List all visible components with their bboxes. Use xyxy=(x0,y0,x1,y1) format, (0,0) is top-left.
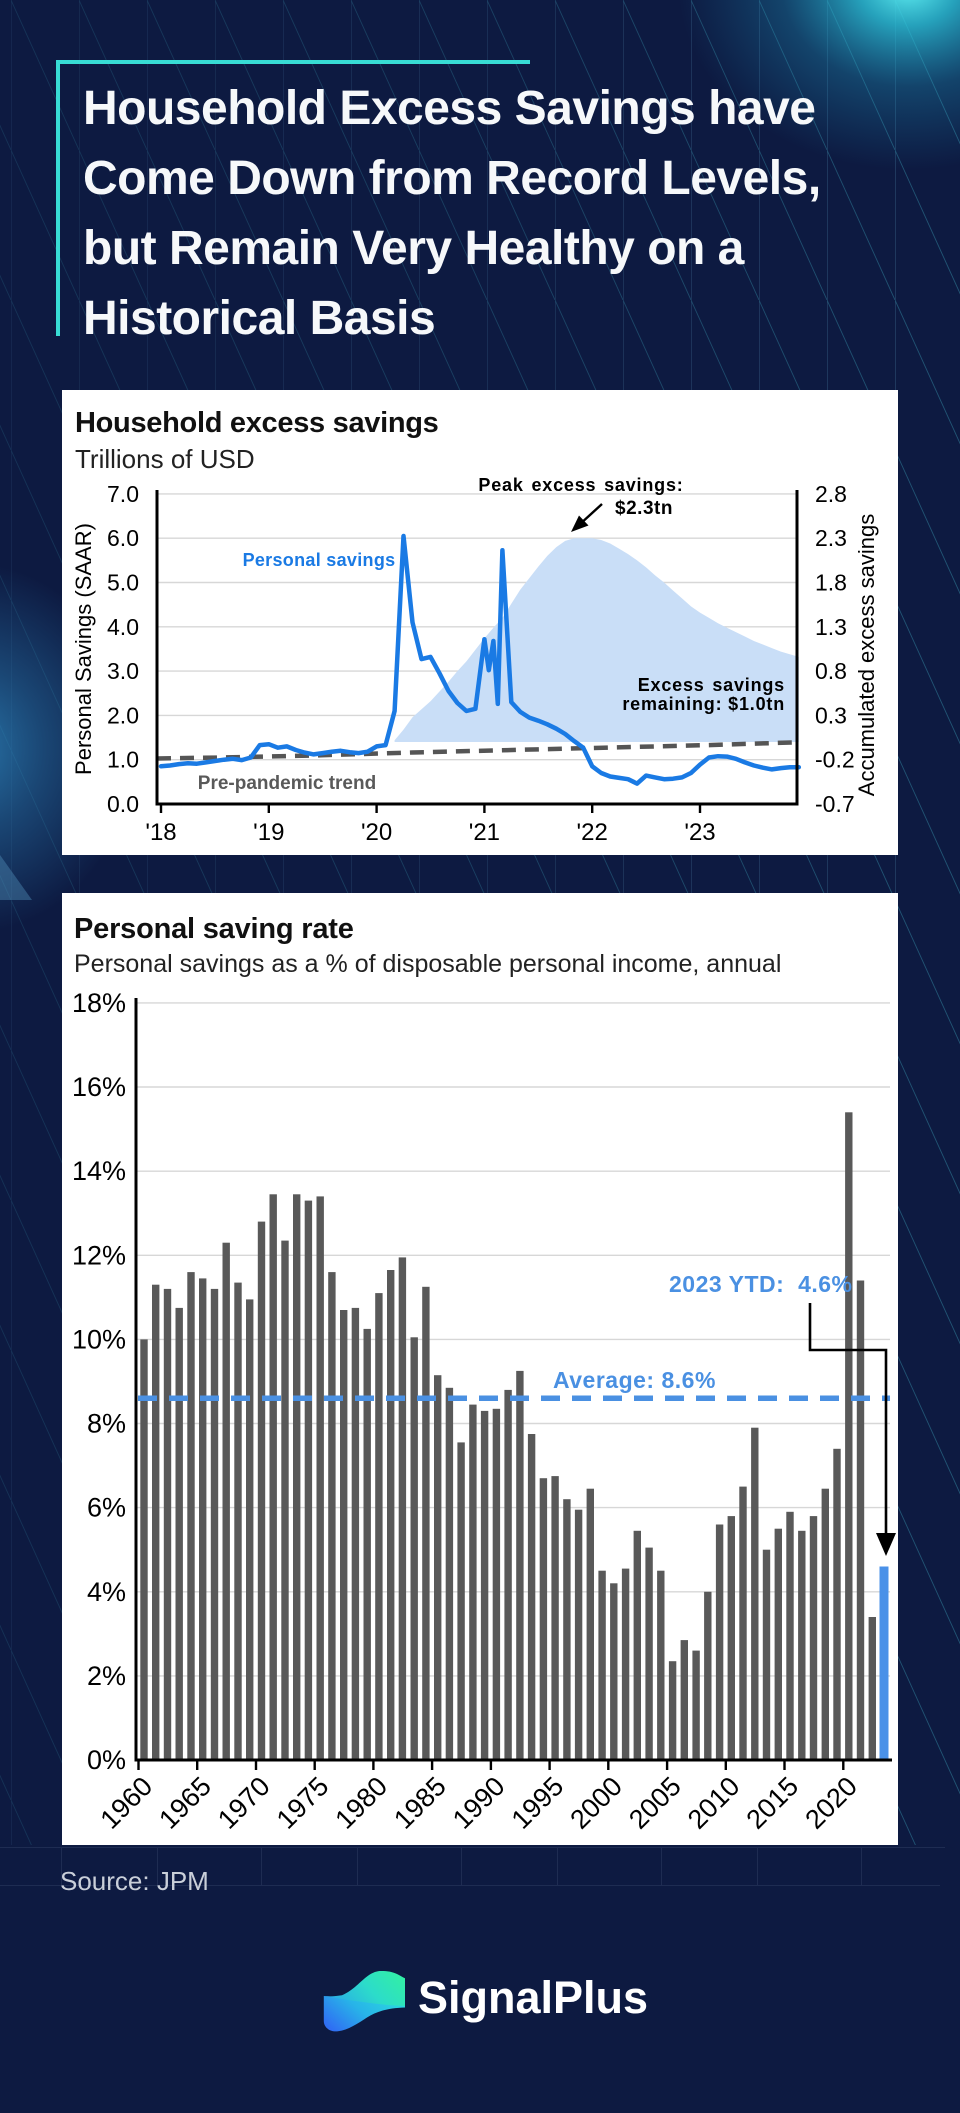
svg-text:14%: 14% xyxy=(72,1156,126,1186)
svg-text:1.8: 1.8 xyxy=(815,570,847,596)
svg-text:6.0: 6.0 xyxy=(107,525,139,551)
svg-text:2023 YTD: 4.6%: 2023 YTD: 4.6% xyxy=(669,1271,853,1297)
svg-text:2020: 2020 xyxy=(799,1771,863,1835)
svg-text:Trillions of USD: Trillions of USD xyxy=(75,444,255,474)
svg-text:1960: 1960 xyxy=(95,1771,159,1835)
svg-text:Personal savings: Personal savings xyxy=(243,550,396,570)
svg-text:10%: 10% xyxy=(72,1324,126,1354)
svg-text:'19: '19 xyxy=(253,819,284,846)
svg-text:1.3: 1.3 xyxy=(815,614,847,640)
svg-text:3.0: 3.0 xyxy=(107,658,139,684)
svg-text:Personal saving rate: Personal saving rate xyxy=(74,913,354,945)
svg-text:-0.7: -0.7 xyxy=(815,791,855,817)
svg-text:remaining: $1.0tn: remaining: $1.0tn xyxy=(622,694,785,714)
svg-text:1980: 1980 xyxy=(329,1771,393,1835)
svg-text:'21: '21 xyxy=(469,819,500,846)
svg-text:18%: 18% xyxy=(72,988,126,1018)
svg-text:Personal Savings (SAAR): Personal Savings (SAAR) xyxy=(71,523,96,775)
svg-text:4.0: 4.0 xyxy=(107,614,139,640)
svg-text:4%: 4% xyxy=(87,1577,126,1607)
svg-text:1970: 1970 xyxy=(212,1771,276,1835)
svg-text:7.0: 7.0 xyxy=(107,481,139,507)
svg-text:0.3: 0.3 xyxy=(815,702,847,728)
svg-text:6%: 6% xyxy=(87,1493,126,1523)
svg-text:2.3: 2.3 xyxy=(815,525,847,551)
svg-text:-0.2: -0.2 xyxy=(815,747,855,773)
svg-text:2.0: 2.0 xyxy=(107,702,139,728)
svg-text:2005: 2005 xyxy=(623,1771,687,1835)
svg-text:0%: 0% xyxy=(87,1745,126,1775)
svg-text:1965: 1965 xyxy=(153,1771,217,1835)
svg-text:Pre-pandemic trend: Pre-pandemic trend xyxy=(198,773,376,794)
svg-text:'23: '23 xyxy=(684,819,715,846)
svg-text:0.0: 0.0 xyxy=(107,791,139,817)
svg-text:2010: 2010 xyxy=(682,1771,746,1835)
svg-text:0.8: 0.8 xyxy=(815,658,847,684)
svg-text:Accumulated excess savings: Accumulated excess savings xyxy=(854,514,879,796)
svg-text:2.8: 2.8 xyxy=(815,481,847,507)
svg-text:2015: 2015 xyxy=(741,1771,805,1835)
svg-text:'20: '20 xyxy=(361,819,392,846)
svg-text:1.0: 1.0 xyxy=(107,747,139,773)
svg-text:Personal savings as a % of dis: Personal savings as a % of disposable pe… xyxy=(74,950,781,978)
svg-text:16%: 16% xyxy=(72,1072,126,1102)
svg-text:1975: 1975 xyxy=(271,1771,335,1835)
svg-text:5.0: 5.0 xyxy=(107,570,139,596)
svg-text:$2.3tn: $2.3tn xyxy=(615,498,673,519)
svg-text:1990: 1990 xyxy=(447,1771,511,1835)
svg-text:Household excess savings: Household excess savings xyxy=(75,407,439,439)
svg-text:12%: 12% xyxy=(72,1240,126,1270)
svg-text:'18: '18 xyxy=(145,819,176,846)
svg-text:1995: 1995 xyxy=(506,1771,570,1835)
svg-text:Average: 8.6%: Average: 8.6% xyxy=(553,1367,716,1393)
svg-text:2%: 2% xyxy=(87,1661,126,1691)
svg-text:2000: 2000 xyxy=(564,1771,628,1835)
svg-text:1985: 1985 xyxy=(388,1771,452,1835)
svg-text:8%: 8% xyxy=(87,1409,126,1439)
svg-text:'22: '22 xyxy=(577,819,608,846)
svg-text:Excess savings: Excess savings xyxy=(638,675,785,695)
svg-text:Peak excess savings:: Peak excess savings: xyxy=(478,475,683,495)
